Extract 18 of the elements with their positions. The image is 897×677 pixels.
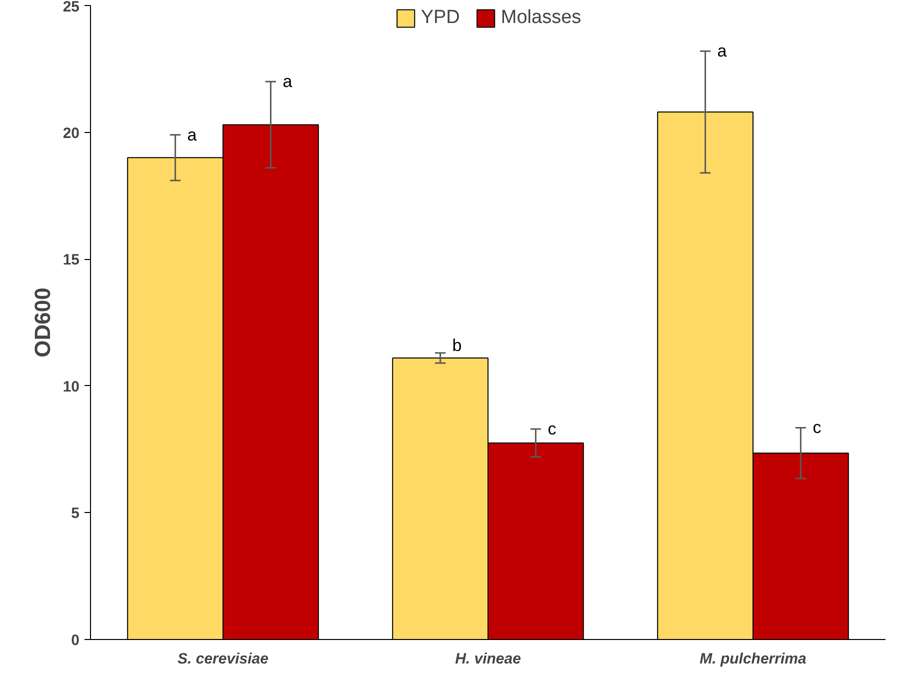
- legend-label: Molasses: [500, 7, 582, 29]
- x-tick-label: H. vineae: [455, 650, 521, 668]
- y-tick-label: 25: [62, 0, 80, 16]
- y-axis-title: OD600: [30, 288, 55, 358]
- data-label: a: [717, 42, 728, 61]
- legend-label: YPD: [420, 7, 460, 29]
- x-tick-label: M. pulcherrima: [700, 650, 806, 668]
- y-tick-label: 5: [71, 505, 80, 522]
- y-tick-label: 10: [62, 378, 80, 396]
- y-tick-label: 15: [62, 252, 80, 269]
- y-tick-label: 20: [62, 124, 80, 142]
- data-label: b: [452, 336, 462, 355]
- data-label: c: [812, 418, 822, 438]
- data-label: a: [187, 125, 198, 144]
- x-tick-label: S. cerevisiae: [178, 650, 268, 668]
- data-label: a: [282, 72, 293, 92]
- y-tick-label: 0: [71, 632, 80, 649]
- data-label: c: [548, 420, 557, 439]
